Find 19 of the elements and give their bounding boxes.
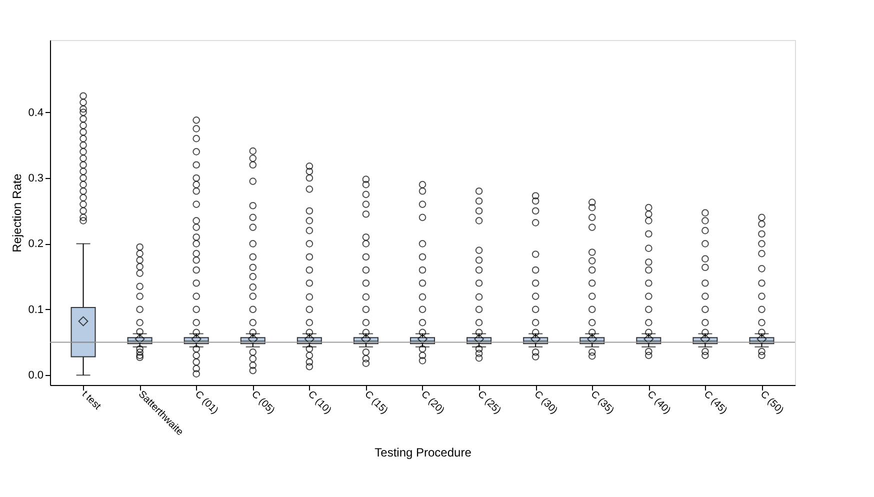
x-tick-label: t test xyxy=(80,388,103,412)
y-tick-label: 0.0 xyxy=(28,370,44,382)
y-axis-title: Rejection Rate xyxy=(10,173,24,252)
x-tick-label: C (05) xyxy=(249,388,277,416)
x-tick-label: C (40) xyxy=(644,388,672,416)
y-tick-label: 0.3 xyxy=(28,172,44,184)
x-tick-label: C (20) xyxy=(418,388,446,416)
x-tick-label: C (35) xyxy=(588,388,616,416)
x-tick-label: C (15) xyxy=(362,388,390,416)
x-tick-label: C (01) xyxy=(192,388,220,416)
x-tick-label: C (50) xyxy=(758,388,786,416)
x-tick-label: C (30) xyxy=(532,388,560,416)
y-tick-label: 0.1 xyxy=(28,304,44,316)
y-tick-label: 0.4 xyxy=(28,106,44,119)
y-tick-label: 0.2 xyxy=(28,238,44,250)
x-tick-label: C (10) xyxy=(306,388,334,416)
x-tick-label: C (45) xyxy=(701,388,729,416)
x-axis-title: Testing Procedure xyxy=(374,445,472,460)
x-tick-label: C (25) xyxy=(475,388,503,416)
